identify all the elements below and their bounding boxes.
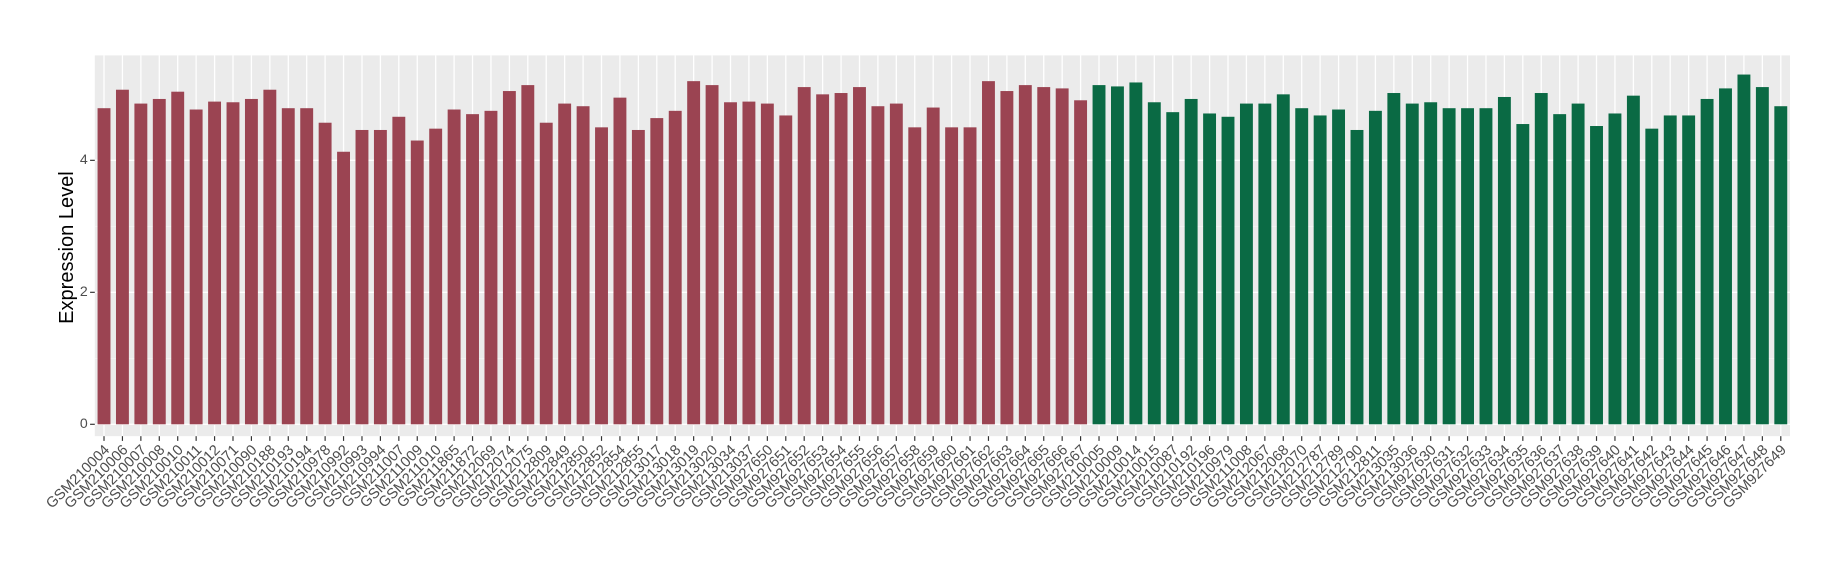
bar	[300, 108, 314, 425]
bar	[1442, 108, 1456, 425]
bar	[1018, 85, 1032, 425]
bar	[945, 127, 959, 425]
bar	[1258, 103, 1272, 425]
bar	[392, 116, 406, 425]
bar	[1295, 108, 1309, 425]
bar	[724, 102, 737, 425]
bar	[1405, 103, 1419, 425]
y-tick-label: 2	[80, 283, 88, 299]
bar	[613, 97, 627, 425]
bar	[1332, 109, 1346, 425]
bar	[1497, 96, 1511, 425]
bar	[1037, 87, 1051, 425]
bar	[318, 122, 332, 425]
bar	[447, 109, 461, 425]
bar	[576, 106, 590, 425]
bar	[171, 91, 185, 425]
bar	[208, 101, 222, 425]
bar	[668, 110, 682, 425]
bar	[760, 103, 774, 425]
bar	[1608, 113, 1622, 425]
bar	[1700, 98, 1714, 425]
bar	[1203, 113, 1217, 425]
bar	[539, 122, 553, 425]
bar	[1682, 115, 1696, 425]
bar	[1590, 126, 1603, 425]
bar	[1074, 100, 1088, 425]
bar	[1368, 110, 1382, 425]
bar	[908, 127, 922, 425]
bar	[1479, 108, 1493, 425]
bar	[189, 109, 203, 425]
bar	[650, 118, 664, 425]
bar	[1110, 86, 1124, 425]
bar	[853, 87, 866, 425]
bar	[871, 106, 885, 425]
bar	[1000, 91, 1014, 425]
bar	[1534, 93, 1548, 425]
bar	[1129, 82, 1143, 425]
bar	[1737, 74, 1751, 425]
bar	[1774, 106, 1788, 425]
bar	[982, 81, 995, 425]
y-tick-label: 0	[80, 415, 88, 431]
bar	[1313, 115, 1327, 425]
bar	[797, 87, 811, 425]
bar	[373, 129, 387, 425]
bar	[466, 114, 479, 425]
bar	[1516, 124, 1530, 425]
bar	[631, 129, 645, 425]
bar	[834, 93, 848, 425]
bar	[705, 85, 719, 425]
y-tick-label: 4	[80, 151, 88, 167]
bar	[429, 128, 443, 425]
bar	[1663, 115, 1677, 425]
bar	[1755, 87, 1769, 425]
bar	[742, 101, 756, 425]
bar	[1221, 116, 1235, 425]
bar	[337, 151, 350, 425]
bar	[1387, 93, 1401, 425]
y-axis-label: Expression Level	[56, 171, 78, 324]
bar	[595, 127, 608, 425]
bar	[926, 107, 940, 425]
bar	[687, 81, 701, 425]
bar	[1092, 85, 1106, 425]
bar	[1424, 102, 1438, 425]
bar	[1626, 95, 1640, 425]
bar	[1276, 94, 1290, 425]
bar	[502, 91, 516, 425]
bar	[1166, 112, 1180, 425]
bar	[963, 127, 977, 425]
bar	[889, 103, 903, 425]
bar	[355, 129, 369, 425]
bar	[1571, 103, 1585, 425]
bar	[134, 103, 148, 425]
bar	[115, 89, 129, 425]
bar	[1239, 103, 1253, 425]
bar	[1184, 98, 1198, 425]
bar	[97, 108, 111, 425]
bar	[1147, 102, 1161, 425]
bar	[521, 85, 535, 425]
bar	[1645, 128, 1659, 425]
bar	[484, 110, 498, 425]
bar	[1350, 129, 1364, 425]
bar	[281, 108, 295, 425]
bar	[558, 103, 572, 425]
bar	[410, 140, 424, 425]
bar	[816, 94, 830, 425]
bar	[244, 98, 258, 425]
bar	[1553, 114, 1567, 425]
bar	[779, 115, 793, 425]
bar	[1461, 108, 1474, 425]
bar	[152, 98, 166, 425]
bar	[226, 102, 240, 425]
bar	[263, 89, 277, 425]
bar	[1055, 88, 1069, 425]
bar	[1719, 88, 1732, 425]
